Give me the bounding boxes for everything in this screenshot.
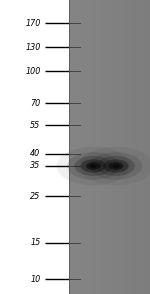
Bar (103, 0, 104, 294)
Bar (147, 0, 149, 294)
Text: 10: 10 (30, 275, 40, 284)
Bar (91, 0, 92, 294)
Bar (82, 0, 84, 294)
Ellipse shape (103, 159, 129, 173)
Bar (93, 0, 95, 294)
Bar (135, 0, 136, 294)
Bar (110, 0, 111, 294)
Ellipse shape (86, 162, 101, 170)
Bar (101, 0, 103, 294)
Bar (126, 0, 127, 294)
Bar (69, 0, 150, 294)
Text: 70: 70 (30, 99, 40, 108)
Bar (122, 0, 123, 294)
Bar (116, 0, 118, 294)
Bar (78, 0, 80, 294)
Bar (139, 0, 141, 294)
Ellipse shape (90, 152, 142, 180)
Bar (130, 0, 131, 294)
Bar (143, 0, 145, 294)
Bar (107, 0, 108, 294)
Bar (73, 0, 74, 294)
Bar (138, 0, 139, 294)
Bar (99, 0, 100, 294)
Bar (112, 0, 114, 294)
Text: 130: 130 (25, 43, 40, 52)
Bar (134, 0, 135, 294)
Ellipse shape (81, 159, 106, 173)
Bar (84, 0, 85, 294)
Bar (74, 0, 76, 294)
Bar (145, 0, 146, 294)
Bar (96, 0, 97, 294)
Bar (72, 0, 73, 294)
Text: 55: 55 (30, 121, 40, 130)
Ellipse shape (109, 162, 123, 170)
Ellipse shape (112, 164, 120, 168)
Bar (105, 0, 107, 294)
Bar (89, 0, 91, 294)
Bar (97, 0, 99, 294)
Ellipse shape (79, 147, 150, 185)
Text: 15: 15 (30, 238, 40, 247)
Bar (115, 0, 116, 294)
Bar (119, 0, 120, 294)
Bar (114, 0, 115, 294)
Bar (118, 0, 119, 294)
Bar (69, 0, 70, 294)
Bar (142, 0, 143, 294)
Bar (120, 0, 122, 294)
Bar (127, 0, 128, 294)
Bar (111, 0, 112, 294)
Ellipse shape (74, 156, 112, 176)
Bar (131, 0, 132, 294)
Bar (100, 0, 101, 294)
Bar (141, 0, 142, 294)
Bar (80, 0, 81, 294)
Bar (104, 0, 105, 294)
Bar (95, 0, 96, 294)
Bar (85, 0, 87, 294)
Bar (92, 0, 93, 294)
Bar (149, 0, 150, 294)
Bar (132, 0, 134, 294)
Bar (87, 0, 88, 294)
Bar (108, 0, 109, 294)
Bar (88, 0, 89, 294)
Ellipse shape (57, 147, 130, 185)
Bar (128, 0, 130, 294)
Text: 40: 40 (30, 149, 40, 158)
Bar (146, 0, 147, 294)
Text: 35: 35 (30, 161, 40, 171)
Bar (136, 0, 138, 294)
Text: 100: 100 (25, 67, 40, 76)
Bar (123, 0, 124, 294)
Text: 25: 25 (30, 192, 40, 201)
Bar (124, 0, 126, 294)
Bar (76, 0, 77, 294)
Ellipse shape (90, 164, 97, 168)
Bar (81, 0, 82, 294)
Ellipse shape (97, 156, 135, 176)
Text: 170: 170 (25, 19, 40, 28)
Bar (70, 0, 72, 294)
Bar (77, 0, 78, 294)
Ellipse shape (67, 152, 120, 180)
